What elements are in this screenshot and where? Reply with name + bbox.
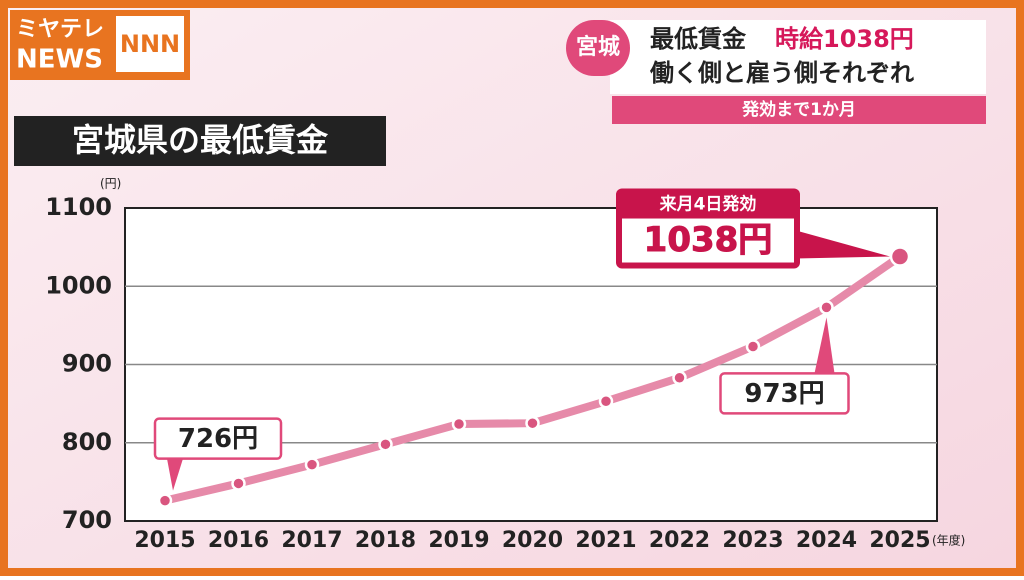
logo-mark: NNN <box>120 30 180 58</box>
callout-pointer <box>167 458 183 491</box>
region-badge <box>566 20 630 76</box>
data-point <box>672 370 687 386</box>
subline-box <box>612 96 986 124</box>
subline: 発効まで1か月 <box>741 99 856 120</box>
value-label: 726円 <box>178 424 258 454</box>
data-point <box>819 300 834 315</box>
value-label: 973円 <box>744 379 824 409</box>
data-point <box>745 339 761 354</box>
data-point <box>525 415 540 431</box>
y-unit: (円) <box>100 177 121 191</box>
data-point <box>157 493 173 508</box>
callout-box <box>719 372 850 415</box>
y-tick-label: 900 <box>62 350 112 378</box>
headline-3: 働く側と雇う側それぞれ <box>649 59 914 87</box>
logo-bottom: NEWS <box>16 45 103 75</box>
y-tick-label: 700 <box>62 506 112 534</box>
callout-inner <box>622 218 794 263</box>
data-point <box>598 394 614 409</box>
x-tick-label: 2025 <box>869 528 930 553</box>
data-point <box>889 246 911 267</box>
data-point <box>378 437 393 452</box>
y-tick-label: 1000 <box>45 271 112 299</box>
x-tick-label: 2018 <box>355 528 416 553</box>
x-tick-label: 2023 <box>722 528 783 553</box>
x-tick-label: 2015 <box>134 528 195 553</box>
annotation: 来月4日発効 <box>659 194 757 215</box>
headline-box <box>610 20 986 94</box>
callout-pointer <box>796 230 890 259</box>
chart-title: 宮城県の最低賃金 <box>72 121 329 159</box>
x-unit: (年度) <box>932 533 965 548</box>
y-tick-label: 1100 <box>45 193 112 221</box>
x-tick-label: 2024 <box>796 528 857 553</box>
x-tick-label: 2017 <box>281 528 342 553</box>
data-point <box>451 416 467 432</box>
callout-box <box>153 417 283 460</box>
headline-2: 時給1038円 <box>775 25 914 53</box>
value-label: 1038円 <box>644 220 773 260</box>
x-tick-label: 2021 <box>575 528 636 553</box>
headline-1: 最低賃金 <box>650 25 747 53</box>
data-point <box>304 457 320 472</box>
callout-pointer <box>814 317 835 374</box>
logo-mark-box <box>116 16 184 72</box>
region: 宮城 <box>576 34 620 60</box>
x-tick-label: 2020 <box>502 528 563 553</box>
y-tick-label: 800 <box>62 428 112 456</box>
data-point <box>231 476 246 491</box>
title-box <box>14 116 386 166</box>
x-tick-label: 2019 <box>428 528 489 553</box>
x-tick-label: 2022 <box>649 528 710 553</box>
x-tick-label: 2016 <box>208 528 269 553</box>
logo-top: ミヤテレ <box>16 17 104 42</box>
